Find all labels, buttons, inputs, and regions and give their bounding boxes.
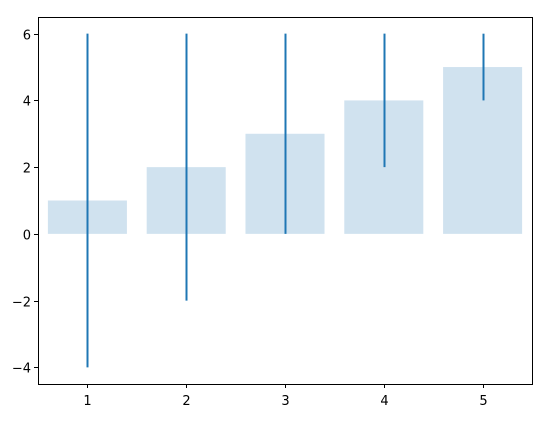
y-tick-label: −2 <box>12 296 31 311</box>
y-tick-label: 4 <box>23 95 31 110</box>
y-axis: −4 −2 0 2 4 6 <box>12 29 38 377</box>
y-tick-label: −4 <box>12 362 31 377</box>
x-tick-label: 3 <box>281 394 289 409</box>
x-tick-label: 1 <box>83 394 91 409</box>
x-tick-label: 2 <box>182 394 190 409</box>
y-tick-label: 2 <box>23 162 31 177</box>
y-tick-label: 6 <box>23 29 31 44</box>
x-axis: 1 2 3 4 5 <box>83 384 488 409</box>
x-tick-label: 5 <box>479 394 487 409</box>
y-tick-label: 0 <box>23 229 31 244</box>
vlines-layer <box>86 33 485 368</box>
x-tick-label: 4 <box>380 394 388 409</box>
